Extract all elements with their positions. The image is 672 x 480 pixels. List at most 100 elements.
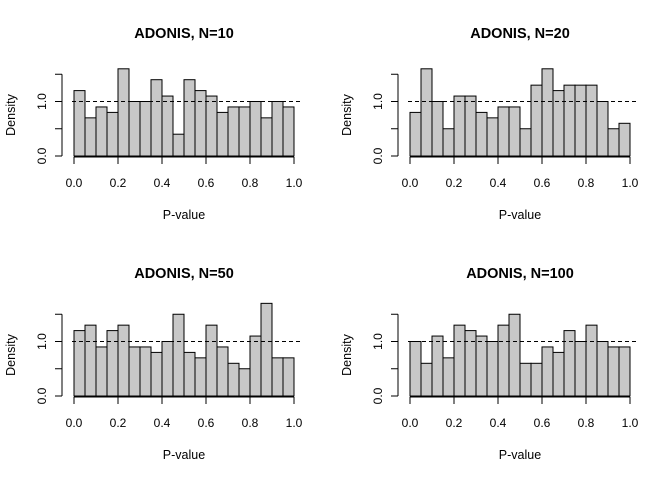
histogram-bar <box>420 68 433 157</box>
x-tick-label: 0.2 <box>110 176 127 190</box>
histogram-bar <box>541 68 554 157</box>
histogram-bar <box>84 117 97 157</box>
x-tick-label: 0.8 <box>242 176 259 190</box>
histogram-bar <box>282 106 295 157</box>
histogram-bar <box>574 84 587 157</box>
histogram-bar <box>530 362 543 397</box>
histogram-bar <box>508 313 521 397</box>
histogram-bar <box>618 122 631 157</box>
histogram-bar <box>150 351 163 397</box>
x-axis-label: P-value <box>163 208 205 222</box>
panel-title: ADONIS, N=100 <box>466 266 574 282</box>
x-tick-label: 0.6 <box>534 416 551 430</box>
x-tick-label: 1.0 <box>622 416 639 430</box>
histogram-bar <box>194 357 207 397</box>
histogram-bar <box>117 68 130 157</box>
x-axis-label: P-value <box>499 208 541 222</box>
histogram-bar <box>205 95 218 157</box>
histogram-bar <box>431 335 444 397</box>
histogram-bar <box>260 117 273 157</box>
x-tick-label: 0.0 <box>66 416 83 430</box>
histogram-bar <box>216 346 229 397</box>
histogram-bar <box>95 346 108 397</box>
histogram-bar <box>497 106 510 157</box>
histogram-bar <box>464 330 477 397</box>
histogram-bar <box>508 106 521 157</box>
histogram-bar <box>442 357 455 397</box>
histogram-bar <box>73 90 86 157</box>
x-tick-label: 0.4 <box>490 176 507 190</box>
histogram-bar <box>552 90 565 157</box>
histogram-bar <box>497 324 510 397</box>
histogram-bar <box>574 341 587 397</box>
histogram-bar <box>431 101 444 157</box>
histogram-bar <box>73 330 86 397</box>
histogram-bar <box>541 346 554 397</box>
histogram-bar <box>172 313 185 397</box>
x-tick-label: 1.0 <box>622 176 639 190</box>
x-tick-label: 0.2 <box>446 176 463 190</box>
histogram-bar <box>128 101 141 157</box>
histogram-bar <box>519 362 532 397</box>
y-tick-label: 1.0 <box>35 333 49 350</box>
x-axis-label: P-value <box>163 448 205 462</box>
histogram-bar <box>161 341 174 397</box>
histogram-bar <box>618 346 631 397</box>
panel-title: ADONIS, N=20 <box>470 26 570 42</box>
histogram-bar <box>552 351 565 397</box>
panel-adonis-n50: ADONIS, N=50 P-value Density 0.0 0.2 0.4 0.… <box>4 266 303 462</box>
x-tick-label: 0.6 <box>198 176 215 190</box>
histogram-bar <box>607 128 620 157</box>
histogram-bar <box>139 101 152 157</box>
histogram-bar <box>409 341 422 397</box>
y-tick-label: 1.0 <box>371 93 385 110</box>
histogram-bar <box>420 362 433 397</box>
histogram-bar <box>442 128 455 157</box>
histogram-bar <box>150 79 163 157</box>
histogram-bar <box>249 101 262 157</box>
y-axis-label: Density <box>340 333 354 375</box>
x-tick-label: 0.2 <box>446 416 463 430</box>
histogram-bar <box>596 341 609 397</box>
y-axis-label: Density <box>4 333 18 375</box>
histogram-bar <box>453 324 466 397</box>
histogram-bar <box>585 84 598 157</box>
x-tick-label: 1.0 <box>286 176 303 190</box>
histogram-bar <box>585 324 598 397</box>
x-tick-label: 0.0 <box>402 416 419 430</box>
histogram-bar <box>106 330 119 397</box>
histogram-bar <box>128 346 141 397</box>
histogram-bar <box>563 330 576 397</box>
histogram-bar <box>84 324 97 397</box>
y-axis-label: Density <box>340 93 354 135</box>
histogram-bar <box>607 346 620 397</box>
histogram-bar <box>475 335 488 397</box>
histogram-bar <box>475 111 488 157</box>
histogram-bar <box>227 106 240 157</box>
histogram-bar <box>464 95 477 157</box>
histogram-bar <box>194 90 207 157</box>
x-tick-label: 0.8 <box>242 416 259 430</box>
panel-adonis-n100: ADONIS, N=100 P-value Density 0.0 0.2 0.4 0… <box>340 266 639 462</box>
histogram-bar <box>238 106 251 157</box>
x-tick-label: 0.0 <box>66 176 83 190</box>
x-tick-label: 0.8 <box>578 176 595 190</box>
x-axis-label: P-value <box>499 448 541 462</box>
x-tick-label: 0.4 <box>490 416 507 430</box>
histogram-bar <box>596 101 609 157</box>
histogram-bar <box>161 95 174 157</box>
histogram-bar <box>227 362 240 397</box>
histogram-bar <box>117 324 130 397</box>
histogram-bar <box>453 95 466 157</box>
panel-title: ADONIS, N=50 <box>134 266 234 282</box>
x-tick-label: 0.4 <box>154 416 171 430</box>
histogram-bar <box>486 341 499 397</box>
histogram-bar <box>530 84 543 157</box>
x-tick-label: 0.2 <box>110 416 127 430</box>
histogram-bar <box>282 357 295 397</box>
x-tick-label: 0.6 <box>534 176 551 190</box>
histogram-bar <box>139 346 152 397</box>
histogram-bar <box>95 106 108 157</box>
histogram-bar <box>205 324 218 397</box>
